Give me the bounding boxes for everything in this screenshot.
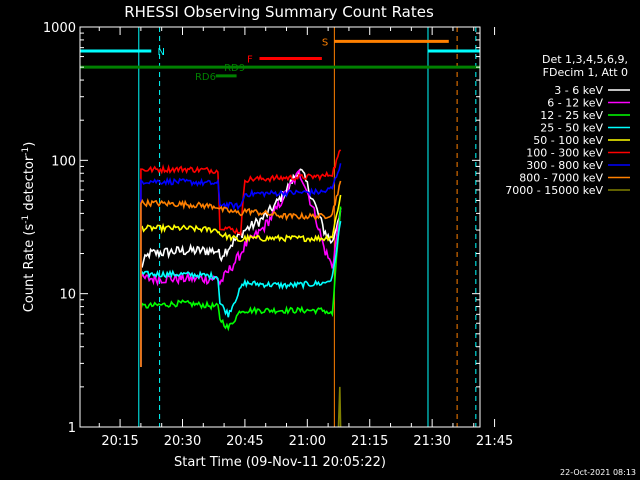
x-tick-label: 21:30 [413,434,450,449]
state-bar-label: S [322,37,328,48]
legend-entry: 300 - 800 keV [526,159,603,172]
x-tick-label: 21:00 [289,434,326,449]
series-line-3-6keV [140,168,342,367]
series-line-100-300keV [140,149,342,367]
state-bar-label: F [247,55,253,66]
x-tick-label: 21:45 [476,434,513,449]
legend-header: FDecim 1, Att 0 [543,66,628,79]
x-axis-label: Start Time (09-Nov-11 20:05:22) [174,455,386,470]
state-bar-label: N [158,47,165,58]
x-tick-label: 20:45 [226,434,263,449]
chart-title: RHESSI Observing Summary Count Rates [124,3,434,21]
legend-entry: 3 - 6 keV [554,84,603,97]
legend-header: Det 1,3,4,5,6,9, [542,53,628,66]
series-line-300-800keV [140,163,342,367]
timestamp: 22-Oct-2021 08:13 [560,468,636,477]
y-tick-label: 10 [59,288,76,303]
legend-entry: 25 - 50 keV [540,122,603,135]
legend-entry: 6 - 12 keV [547,97,603,110]
series-line-50-100keV [140,194,342,367]
y-tick-label: 1 [68,421,76,436]
y-tick-label: 100 [51,154,76,169]
series-line-800-7000keV [140,180,342,367]
state-bar-label: RD6 [195,72,216,83]
x-tick-label: 20:30 [164,434,201,449]
legend-entry: 7000 - 15000 keV [505,184,603,197]
y-axis-label: Count Rate (s-1 detector-1) [21,142,37,313]
series-line-6-12keV [140,168,342,367]
state-bar-label: RD9 [224,63,245,74]
legend-entry: 800 - 7000 keV [519,172,603,185]
x-tick-label: 20:15 [101,434,138,449]
legend-entry: 12 - 25 keV [540,109,603,122]
plot-frame [79,26,481,428]
y-tick-label: 1000 [43,21,76,36]
legend-entry: 50 - 100 keV [533,134,603,147]
series-line-7000-15000keV [337,386,342,428]
legend-entry: 100 - 300 keV [526,147,603,160]
series-line-12-25keV [140,206,342,367]
x-tick-label: 21:15 [351,434,388,449]
series-line-25-50keV [140,220,342,367]
